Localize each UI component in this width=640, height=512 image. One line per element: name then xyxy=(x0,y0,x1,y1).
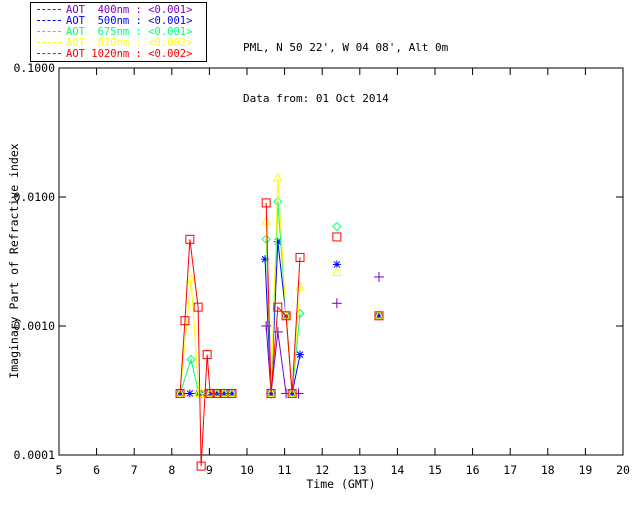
x-tick-label: 8 xyxy=(168,463,175,477)
legend-item-label: AOT 1020nm : <0.002> xyxy=(66,47,193,60)
x-tick-label: 15 xyxy=(428,463,442,477)
site-location-title: PML, N 50 22', W 04 08', Alt 0m xyxy=(243,41,449,54)
x-tick-label: 10 xyxy=(240,463,254,477)
x-tick-label: 11 xyxy=(278,463,292,477)
series-aot-675nm xyxy=(175,196,384,399)
data-date-line: Data from: 01 Oct 2014 xyxy=(243,92,389,105)
legend-item-label: AOT 870nm : <0.002> xyxy=(66,36,193,49)
y-tick-label: 0.0100 xyxy=(13,190,55,204)
legend-item: AOT 400nm : <0.001> xyxy=(37,3,202,16)
legend-item: AOT 1020nm : <0.002> xyxy=(37,47,202,60)
x-tick-label: 20 xyxy=(616,463,630,477)
x-tick-label: 14 xyxy=(390,463,404,477)
x-tick-label: 16 xyxy=(466,463,480,477)
x-axis-label: Time (GMT) xyxy=(306,477,376,491)
legend-item-label: AOT 500nm : <0.001> xyxy=(66,14,193,27)
x-tick-label: 13 xyxy=(353,463,367,477)
y-tick-label: 0.1000 xyxy=(13,61,55,75)
x-axis-ticks: 5 6 7 8 9 10 11 12 13 14 15 16 17 18 19 20 xyxy=(56,68,630,477)
x-tick-label: 17 xyxy=(503,463,517,477)
x-tick-label: 9 xyxy=(206,463,213,477)
x-tick-label: 6 xyxy=(93,463,100,477)
y-tick-label: 0.0001 xyxy=(13,448,55,462)
legend-item-label: AOT 400nm : <0.001> xyxy=(66,3,193,16)
legend-item: AOT 500nm : <0.001> xyxy=(37,14,202,27)
series-aot-1020nm xyxy=(175,198,384,471)
legend-box: AOT 400nm : <0.001> AOT 500nm : <0.001> … xyxy=(30,2,207,62)
plot-header: PML, N 50 22', W 04 08', Alt 0m Data fro… xyxy=(243,5,448,141)
legend-item: AOT 675nm : <0.001> xyxy=(37,25,202,38)
x-tick-label: 12 xyxy=(315,463,329,477)
series-aot-400nm xyxy=(261,271,384,399)
legend-line-sample-icon xyxy=(37,53,61,54)
x-tick-label: 18 xyxy=(541,463,555,477)
legend-item-label: AOT 675nm : <0.001> xyxy=(66,25,193,38)
legend-line-sample-icon xyxy=(37,31,61,32)
y-tick-label: 0.0010 xyxy=(13,319,55,333)
legend-line-sample-icon xyxy=(37,42,61,43)
x-tick-label: 5 xyxy=(56,463,63,477)
y-axis-label: Imaginary Part of Refractive index xyxy=(7,143,21,379)
x-tick-label: 7 xyxy=(131,463,138,477)
x-tick-label: 19 xyxy=(578,463,592,477)
legend-item: AOT 870nm : <0.002> xyxy=(37,36,202,49)
legend-line-sample-icon xyxy=(37,9,61,10)
y-axis-ticks: 0.0001 0.0010 0.0100 0.1000 xyxy=(13,61,623,462)
legend-line-sample-icon xyxy=(37,20,61,21)
series-aot-500nm xyxy=(176,237,383,398)
plot-frame xyxy=(58,67,624,456)
